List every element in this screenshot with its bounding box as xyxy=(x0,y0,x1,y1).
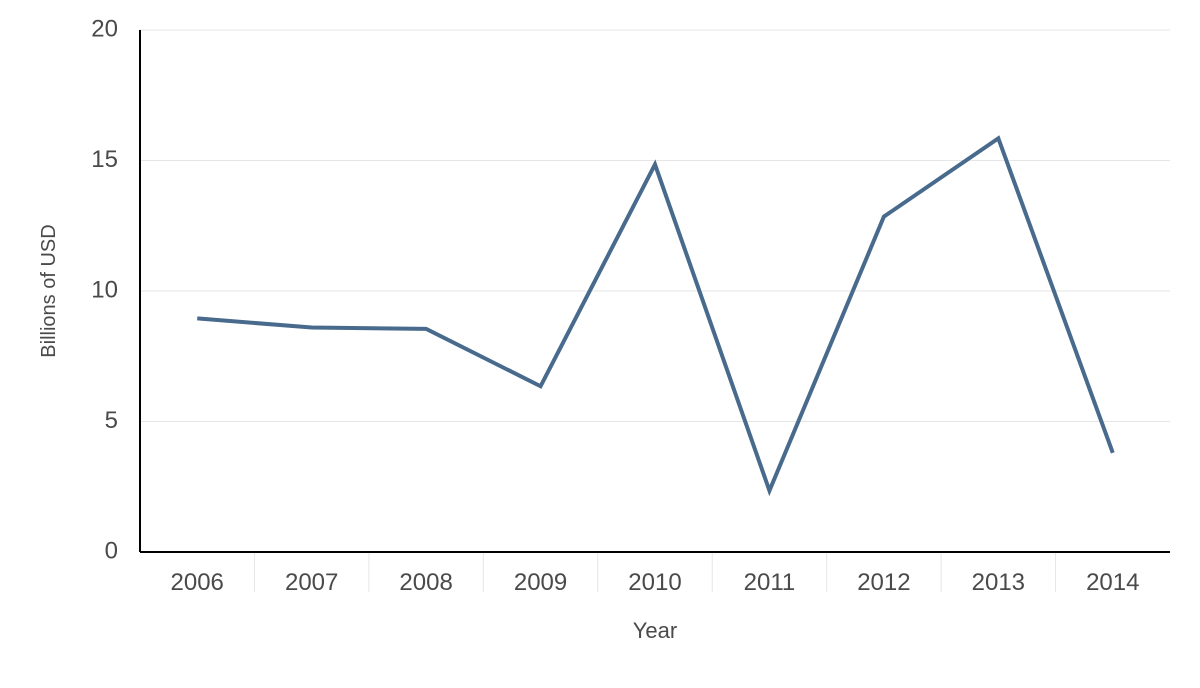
y-tick-label: 15 xyxy=(91,146,118,173)
x-tick-label: 2010 xyxy=(628,569,681,596)
line-chart: 0 5 10 15 20 Billions of USD 2006 2007 2008 2009 2… xyxy=(0,0,1200,688)
y-tick-label: 20 xyxy=(91,15,118,42)
x-tick-label: 2012 xyxy=(857,569,910,596)
x-axis-title: Year xyxy=(633,618,677,643)
y-tick-label: 0 xyxy=(105,537,118,564)
x-tick-label: 2009 xyxy=(514,569,567,596)
chart-svg: 0 5 10 15 20 Billions of USD 2006 2007 2008 2009 2… xyxy=(0,0,1200,688)
x-tick-label: 2007 xyxy=(285,569,338,596)
y-tick-label: 5 xyxy=(105,407,118,434)
x-tick-label: 2006 xyxy=(171,569,224,596)
y-tick-label: 10 xyxy=(91,276,118,303)
x-tick-label: 2008 xyxy=(399,569,452,596)
x-tick-label: 2014 xyxy=(1086,569,1139,596)
y-axis-title: Billions of USD xyxy=(38,224,60,357)
x-tick-label: 2013 xyxy=(972,569,1025,596)
x-tick-label: 2011 xyxy=(744,569,796,596)
